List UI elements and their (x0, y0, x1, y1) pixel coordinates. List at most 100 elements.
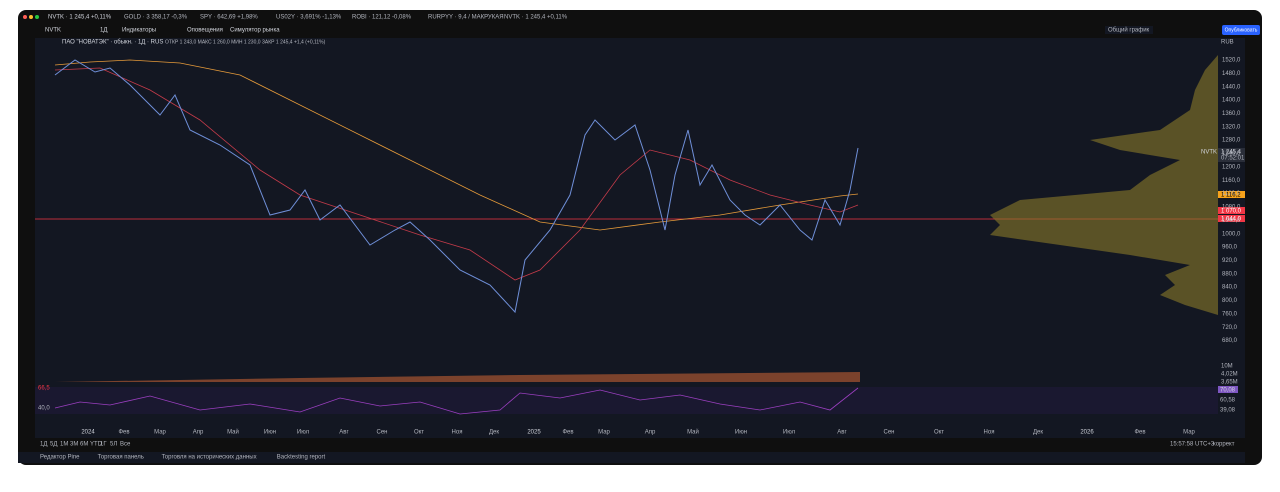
ma-slow (54, 59, 859, 231)
time-tick: Май (227, 429, 239, 436)
price-tick: 1320,0 (1222, 124, 1241, 130)
bottom-tab[interactable]: Торговая панель (98, 455, 144, 461)
toolbar-layout[interactable]: Общий график (1108, 27, 1150, 34)
time-tick: Июл (783, 430, 796, 436)
currency: RUB (1221, 40, 1234, 46)
last-price-box (1218, 148, 1245, 162)
timeframe[interactable]: Все (120, 442, 131, 448)
time-tick: 2025 (527, 430, 541, 436)
time-tick: Апр (193, 430, 204, 436)
min[interactable] (29, 15, 33, 19)
rsi-line (54, 387, 859, 415)
ma-fast (54, 67, 859, 281)
price-tick: 920,0 (1222, 258, 1238, 264)
toolbar-publish[interactable]: Опубликовать (1225, 27, 1258, 33)
volume-tick: 10M (1221, 364, 1233, 370)
time-tick: Окт (934, 430, 944, 436)
timeframe[interactable]: 3М (70, 442, 78, 448)
price-tick: 1360,0 (1222, 111, 1241, 117)
time-tick: Ноя (452, 430, 463, 436)
time-tick: Дек (1033, 430, 1043, 436)
toolbar-replay[interactable]: Симулятор рынка (230, 28, 280, 34)
time-tick: Июн (264, 430, 276, 436)
publish-btn[interactable] (1222, 25, 1260, 35)
price-axis (1218, 38, 1245, 438)
price-tick: 800,0 (1222, 298, 1238, 304)
last-price: 1 245,4 (1221, 150, 1242, 156)
rsi-value: 70,08 (1220, 388, 1236, 394)
price-tick: 840,0 (1222, 285, 1238, 291)
time-tick: Мар (1183, 430, 1195, 436)
tab[interactable]: RURPYY · 9,4 / МАКРУКАЯ (428, 15, 504, 21)
price-tick: 1000,0 (1222, 231, 1241, 237)
price-tick: 760,0 (1222, 311, 1238, 317)
time-tick: Июн (735, 430, 747, 436)
price-tick: 720,0 (1222, 325, 1238, 331)
tab[interactable]: ROBI · 121,12 -0,08% (352, 15, 412, 21)
time-tick: Фев (1134, 430, 1145, 436)
time-tick: Окт (414, 430, 424, 436)
time-tick: Май (687, 429, 699, 436)
tab[interactable]: SPY · 642,69 +1,98% (200, 15, 258, 21)
legend-name: ПАО "НОВАТЭК" · обыкн. · 1Д · RUS (62, 40, 163, 46)
price-tick: 1480,0 (1222, 71, 1241, 77)
time-tick: Фев (562, 430, 573, 436)
symbol-label: NVTK (1201, 150, 1217, 156)
rsi-band (35, 387, 1218, 414)
tab[interactable]: US02Y · 3,691% -1,13% (276, 15, 342, 21)
layout-btn[interactable] (1105, 26, 1153, 34)
level-b-box (1218, 215, 1245, 222)
volume-tick: 4,02M (1221, 372, 1238, 378)
rsi-low: 39,08 (1220, 408, 1236, 414)
price-tick: 1240,0 (1222, 151, 1241, 157)
time-tick: Авг (837, 430, 847, 436)
price-tick: 1120,0 (1222, 191, 1241, 197)
price-tick: 1160,0 (1222, 178, 1241, 184)
tab[interactable]: NVTK · 1 245,4 +0,11% (48, 15, 112, 21)
time-tick: Сен (377, 430, 388, 436)
ma-label: 1 116,2 (1221, 193, 1241, 199)
price-tick: 1200,0 (1222, 164, 1241, 170)
price-tick: 1280,0 (1222, 138, 1241, 144)
mode[interactable]: коррект (1213, 442, 1235, 448)
level-a: 1 070,0 (1221, 209, 1242, 215)
tab[interactable]: GOLD · 3 358,17 -0,3% (124, 15, 188, 21)
toolbar-indicators[interactable]: Индикаторы (122, 28, 156, 34)
bottom-tab[interactable]: Редактор Pine (40, 455, 80, 461)
price-tick: 1400,0 (1222, 98, 1241, 104)
price-line (54, 59, 859, 314)
toolbar-alerts[interactable]: Оповещения (187, 28, 223, 34)
max[interactable] (35, 15, 39, 19)
clock: 15:57:58 UTC+3 (1170, 442, 1215, 448)
time-tick: Сен (884, 430, 895, 436)
time-tick: Ноя (984, 430, 995, 436)
bottom-tab[interactable]: Торговля на исторических данных (162, 455, 257, 461)
bottom-panel (18, 452, 1245, 463)
price-tick: 1440,0 (1222, 84, 1241, 90)
price-tick: 680,0 (1222, 338, 1238, 344)
price-tick: 960,0 (1222, 245, 1238, 251)
rsi-ma: 60,58 (1220, 398, 1236, 404)
timeframe[interactable]: 1М (60, 442, 68, 448)
time-tick: Мар (154, 430, 166, 436)
toolbar-symbol[interactable]: NVTK (45, 28, 61, 34)
volume-profile (990, 55, 1218, 315)
timeframe[interactable]: 5Д (50, 442, 57, 448)
time-tick: Дек (489, 430, 499, 436)
rsi-box (1218, 386, 1238, 393)
timeframe[interactable]: 6М (80, 442, 88, 448)
tab[interactable]: NVTK · 1 245,4 +0,11% (504, 15, 568, 21)
timeframe[interactable]: YTD (90, 442, 103, 448)
timeframe[interactable]: 1Г (100, 442, 107, 448)
timeframe[interactable]: 5Л (110, 442, 117, 448)
labels: NVTK · 1 245,4 +0,11% GOLD · 3 358,17 -0,… (38, 15, 1258, 461)
timeframe[interactable]: 1Д (40, 442, 47, 448)
close[interactable] (23, 15, 27, 19)
time-tick: Авг (339, 430, 349, 436)
volume (55, 372, 860, 382)
toolbar-interval[interactable]: 1Д (100, 28, 107, 34)
bottom-tab[interactable]: Backtesting report (277, 455, 326, 461)
volume-tick: 3,65M (1221, 380, 1238, 386)
rsi-left-top: 66,5 (38, 386, 50, 392)
time-tick: Мар (598, 430, 610, 436)
